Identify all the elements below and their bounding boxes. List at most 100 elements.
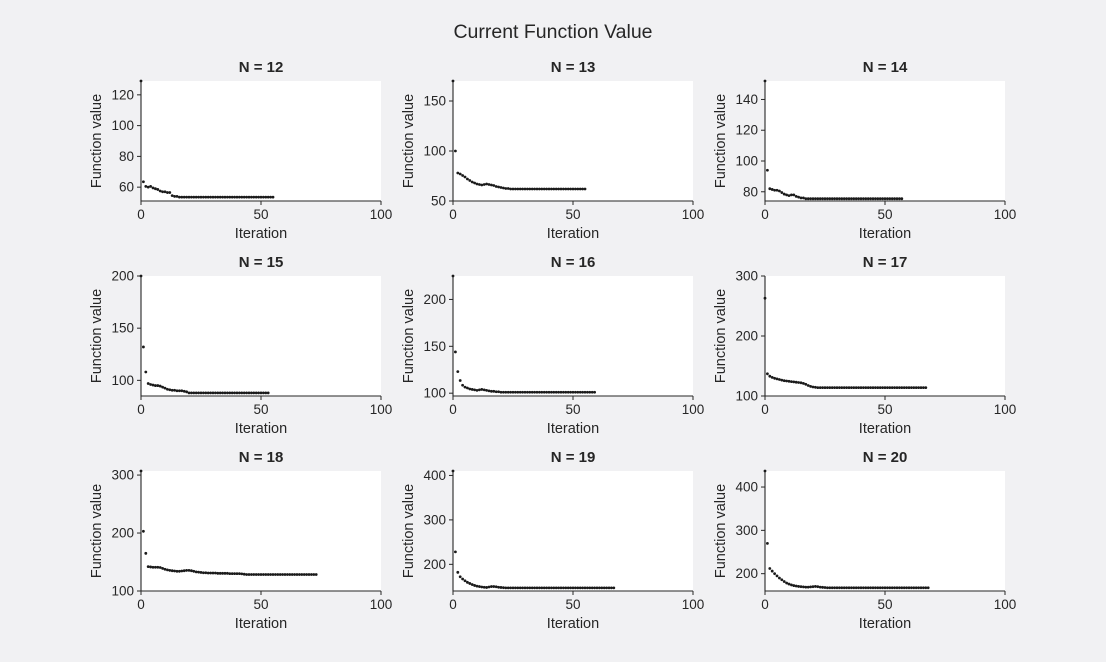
y-axis-label: Function value: [89, 484, 105, 578]
subplot-title: N = 16: [551, 254, 596, 271]
subplot-grid: N = 12 Function value Iteration 60 80 100 120 0…: [75, 55, 1016, 640]
plot-canvas-n-17: N = 17 Function value Iteration 100 200 300 0 5…: [713, 254, 1016, 437]
subplot-n-17: N = 17 Function value Iteration 100 200 300 0 5…: [699, 250, 1016, 445]
x-axis-label: Iteration: [859, 226, 911, 242]
figure-title: Current Function Value: [453, 21, 653, 43]
x-tick-label: 100: [994, 597, 1017, 612]
x-tick-label: 100: [682, 597, 705, 612]
x-tick-label: 100: [994, 402, 1017, 417]
y-tick-label: 60: [119, 180, 134, 195]
subplot-title: N = 13: [551, 59, 596, 76]
y-tick-label: 100: [111, 584, 134, 599]
y-axis-label: Function value: [89, 94, 105, 188]
y-axis-label: Function value: [89, 289, 105, 383]
y-tick-label: 150: [111, 321, 134, 336]
y-tick-label: 300: [423, 512, 446, 527]
x-tick-label: 100: [682, 402, 705, 417]
y-axis-label: Function value: [401, 484, 417, 578]
plot-canvas-n-16: N = 16 Function value Iteration 100 150 200 0 5…: [401, 254, 704, 437]
x-tick-label: 100: [370, 207, 393, 222]
subplot-n-20: N = 20 Function value Iteration 200 300 400 0 5…: [699, 445, 1016, 640]
subplot-title: N = 14: [863, 59, 908, 76]
x-tick-label: 100: [370, 402, 393, 417]
y-tick-label: 150: [423, 339, 446, 354]
x-tick-label: 50: [877, 402, 892, 417]
y-axis-label: Function value: [713, 484, 729, 578]
x-tick-label: 0: [761, 597, 769, 612]
y-axis-label: Function value: [713, 94, 729, 188]
x-tick-label: 0: [137, 402, 145, 417]
x-tick-label: 100: [370, 597, 393, 612]
y-tick-label: 100: [735, 389, 758, 404]
x-axis-label: Iteration: [859, 616, 911, 632]
y-tick-label: 200: [735, 566, 758, 581]
subplot-n-15: N = 15 Function value Iteration 100 150 200 0 5…: [75, 250, 392, 445]
y-tick-label: 100: [111, 373, 134, 388]
y-axis-label: Function value: [401, 289, 417, 383]
plot-canvas-n-18: N = 18 Function value Iteration 100 200 300 0 5…: [89, 449, 392, 632]
y-tick-label: 300: [735, 269, 758, 284]
y-tick-label: 400: [735, 480, 758, 495]
x-axis-label: Iteration: [235, 616, 287, 632]
y-tick-label: 200: [111, 269, 134, 284]
x-axis-label: Iteration: [235, 226, 287, 242]
subplot-n-18: N = 18 Function value Iteration 100 200 300 0 5…: [75, 445, 392, 640]
plot-canvas-n-12: N = 12 Function value Iteration 60 80 100 120 0…: [89, 59, 392, 242]
y-tick-label: 400: [423, 468, 446, 483]
y-tick-label: 100: [423, 144, 446, 159]
x-axis-label: Iteration: [547, 421, 599, 437]
y-tick-label: 300: [111, 468, 134, 483]
x-tick-label: 0: [761, 402, 769, 417]
y-tick-label: 80: [743, 184, 758, 199]
x-tick-label: 50: [877, 207, 892, 222]
subplot-n-16: N = 16 Function value Iteration 100 150 200 0 5…: [387, 250, 704, 445]
subplot-title: N = 18: [239, 449, 284, 466]
x-tick-label: 50: [253, 402, 268, 417]
x-axis-label: Iteration: [859, 421, 911, 437]
y-tick-label: 100: [423, 386, 446, 401]
y-tick-label: 200: [423, 557, 446, 572]
x-tick-label: 0: [761, 207, 769, 222]
x-axis-label: Iteration: [235, 421, 287, 437]
x-tick-label: 50: [565, 597, 580, 612]
x-tick-label: 0: [137, 597, 145, 612]
plot-canvas-n-14: N = 14 Function value Iteration 80 100 120 140…: [713, 59, 1016, 242]
subplot-title: N = 19: [551, 449, 596, 466]
x-tick-label: 50: [565, 402, 580, 417]
x-tick-label: 50: [565, 207, 580, 222]
subplot-n-13: N = 13 Function value Iteration 50 100 150 0 50…: [387, 55, 704, 250]
x-tick-label: 50: [253, 207, 268, 222]
y-tick-label: 120: [111, 87, 134, 102]
plot-canvas-n-20: N = 20 Function value Iteration 200 300 400 0 5…: [713, 449, 1016, 632]
x-tick-label: 100: [994, 207, 1017, 222]
y-tick-label: 80: [119, 149, 134, 164]
y-axis-label: Function value: [401, 94, 417, 188]
subplot-n-19: N = 19 Function value Iteration 200 300 400 0 5…: [387, 445, 704, 640]
x-tick-label: 50: [877, 597, 892, 612]
y-tick-label: 200: [735, 329, 758, 344]
x-tick-label: 0: [449, 597, 457, 612]
plot-canvas-n-15: N = 15 Function value Iteration 100 150 200 0 5…: [89, 254, 392, 437]
y-tick-label: 120: [735, 123, 758, 138]
subplot-title: N = 20: [863, 449, 908, 466]
y-tick-label: 200: [423, 292, 446, 307]
subplot-title: N = 17: [863, 254, 908, 271]
y-tick-label: 50: [431, 194, 446, 209]
subplot-title: N = 15: [239, 254, 284, 271]
y-tick-label: 140: [735, 92, 758, 107]
y-tick-label: 100: [735, 154, 758, 169]
y-tick-label: 300: [735, 523, 758, 538]
subplot-n-14: N = 14 Function value Iteration 80 100 120 140…: [699, 55, 1016, 250]
x-tick-label: 0: [449, 207, 457, 222]
x-tick-label: 100: [682, 207, 705, 222]
x-tick-label: 50: [253, 597, 268, 612]
subplot-title: N = 12: [239, 59, 284, 76]
x-axis-label: Iteration: [547, 616, 599, 632]
y-tick-label: 200: [111, 526, 134, 541]
y-tick-label: 150: [423, 94, 446, 109]
x-axis-label: Iteration: [547, 226, 599, 242]
plot-canvas-n-19: N = 19 Function value Iteration 200 300 400 0 5…: [401, 449, 704, 632]
y-tick-label: 100: [111, 118, 134, 133]
